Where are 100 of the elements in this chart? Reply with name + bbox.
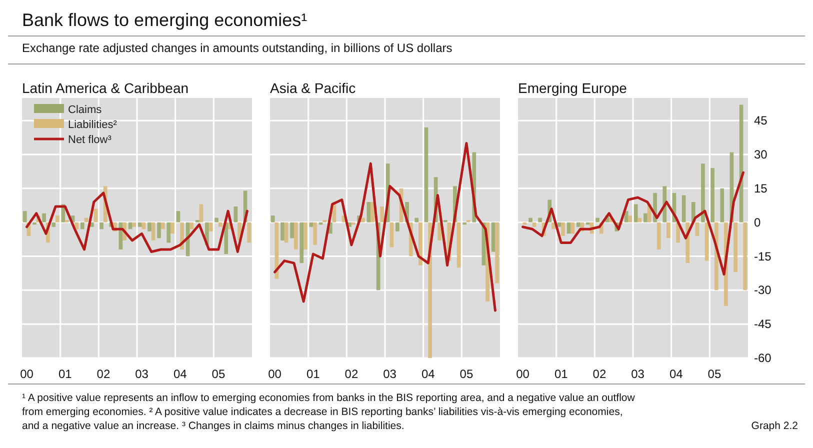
- bar: [52, 222, 56, 227]
- bar: [438, 222, 442, 240]
- bar: [561, 222, 565, 236]
- bar: [380, 206, 384, 222]
- bar: [570, 222, 575, 234]
- x-tick-label: 04: [421, 367, 436, 381]
- bar: [148, 222, 152, 232]
- bar: [100, 222, 104, 230]
- bar: [396, 222, 400, 232]
- y-tick-label: -45: [754, 317, 772, 332]
- bar: [300, 222, 304, 264]
- text: from emerging economies. ² A positive value indicates a decrease in BIS reporting banks’ liabilities vis-à-vis emerging economies,: [22, 406, 623, 418]
- bar: [32, 222, 36, 225]
- bar: [576, 222, 580, 227]
- bar: [532, 222, 536, 227]
- bar: [701, 164, 705, 222]
- bar: [351, 222, 356, 225]
- bar: [704, 222, 709, 261]
- x-tick-label: 03: [383, 367, 397, 381]
- bar: [666, 222, 670, 238]
- bar: [294, 222, 298, 250]
- chart-title: Asia & Pacific: [270, 80, 356, 96]
- bar: [734, 222, 738, 272]
- legend-label: Liabilities²: [68, 119, 118, 131]
- bar: [160, 222, 165, 230]
- bar: [638, 218, 642, 222]
- x-tick-label: 05: [460, 367, 474, 381]
- chart-title: Emerging Europe: [518, 80, 628, 96]
- x-tick-label: 00: [516, 367, 530, 381]
- y-tick-label: 15: [754, 181, 768, 196]
- bar: [84, 218, 88, 222]
- bar: [270, 216, 275, 222]
- bar: [132, 222, 136, 227]
- y-tick-label: -30: [754, 283, 772, 298]
- bar: [176, 211, 180, 222]
- line-series: [522, 171, 744, 276]
- bar: [247, 222, 252, 243]
- y-tick-label: 0: [754, 215, 761, 230]
- bar: [199, 204, 204, 222]
- bar: [138, 222, 142, 227]
- bar: [56, 216, 60, 222]
- bar: [424, 127, 428, 222]
- text: and a negative value an increase. ³ Changes in claims minus changes in liabilities.: [22, 420, 404, 432]
- x-tick-label: 02: [96, 367, 110, 381]
- x-tick-label: 01: [306, 367, 320, 381]
- bar: [309, 222, 314, 227]
- x-tick-label: 04: [173, 367, 188, 381]
- text: ¹ A positive value represents an inflow to emerging economies from banks in the BIS reporting area, and a negative value an outflow: [22, 392, 636, 404]
- legend-label: Claims: [68, 104, 102, 116]
- bar: [414, 218, 419, 222]
- x-tick-label: 05: [212, 367, 226, 381]
- bar: [190, 222, 194, 230]
- bar: [456, 222, 461, 268]
- bar: [304, 222, 308, 250]
- bar: [157, 222, 161, 238]
- bar: [22, 211, 27, 222]
- x-tick-label: 03: [631, 367, 645, 381]
- bar: [628, 216, 632, 222]
- x-tick-label: 02: [344, 367, 358, 381]
- bar: [418, 222, 422, 266]
- bar: [170, 222, 174, 234]
- bar: [214, 218, 218, 222]
- bar: [528, 218, 532, 222]
- bar: [634, 204, 638, 222]
- bar: [710, 168, 714, 222]
- legend-label: Net flow³: [68, 134, 112, 146]
- bar: [284, 222, 288, 243]
- bar: [491, 222, 496, 252]
- y-tick-label: -15: [754, 249, 772, 264]
- x-tick-label: 04: [669, 367, 684, 381]
- bar: [151, 222, 156, 240]
- bar: [695, 222, 700, 236]
- bar: [390, 222, 394, 248]
- bar: [720, 188, 724, 222]
- bar: [166, 222, 171, 243]
- bar: [208, 222, 213, 232]
- y-tick-label: 45: [754, 114, 768, 128]
- bar: [366, 202, 371, 222]
- x-tick-label: 03: [135, 367, 149, 381]
- bar: [586, 222, 590, 225]
- chart-title: Latin America & Caribbean: [22, 80, 189, 96]
- caption: Graph 2.2: [751, 420, 798, 432]
- bar: [80, 222, 84, 230]
- text: Bank flows to emerging economies¹: [22, 10, 308, 30]
- bar: [234, 206, 238, 222]
- x-tick-label: 01: [554, 367, 568, 381]
- bar: [218, 222, 222, 227]
- bar: [370, 202, 374, 222]
- bar: [290, 222, 294, 238]
- x-tick-label: 05: [708, 367, 722, 381]
- x-tick-label: 02: [592, 367, 606, 381]
- bar: [656, 222, 661, 250]
- bar: [644, 213, 648, 222]
- bar: [361, 218, 365, 222]
- bar: [743, 222, 748, 290]
- bar: [280, 222, 284, 240]
- bar: [42, 213, 46, 222]
- y-tick-label: 30: [754, 148, 768, 162]
- bar: [596, 218, 600, 222]
- y-tick-label: -60: [754, 351, 772, 365]
